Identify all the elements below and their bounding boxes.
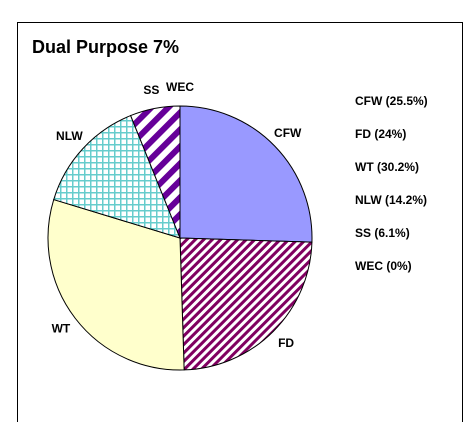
legend-label: SS (6.1%) — [355, 226, 410, 240]
pie-slice — [53, 114, 181, 239]
pie-slice — [179, 105, 313, 243]
slice-label: NLW — [56, 129, 83, 143]
slice-label: WT — [52, 321, 71, 335]
slice-label: SS — [143, 83, 159, 97]
slice-label: CFW — [274, 126, 302, 140]
slice-label: FD — [278, 336, 294, 350]
slice-label: WEC — [166, 80, 194, 94]
chart-title: Dual Purpose 7% — [32, 37, 179, 57]
legend-label: WEC (0%) — [355, 259, 412, 273]
frame — [17, 22, 463, 422]
legend-label: FD (24%) — [355, 127, 406, 141]
legend-label: WT (30.2%) — [355, 160, 419, 174]
pie-slice — [179, 237, 313, 371]
legend-label: NLW (14.2%) — [355, 193, 427, 207]
pie-slice — [47, 198, 185, 371]
legend-label: CFW (25.5%) — [355, 94, 428, 108]
